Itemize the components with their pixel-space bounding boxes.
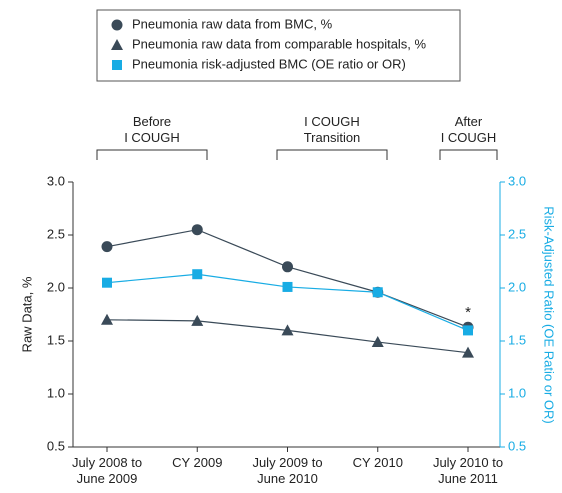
data-point [462,346,474,358]
significance-marker: * [465,304,471,321]
data-point [371,336,384,348]
data-point [281,324,294,336]
y-tick-label: 1.0 [47,385,65,400]
phase-bracket [439,149,498,160]
y-tick-label: 2.0 [47,279,65,294]
y-tick-label: 1.5 [47,332,65,347]
data-point [463,325,473,336]
legend-marker [111,19,123,31]
y2-tick-label: 2.0 [508,279,526,294]
y2-tick-label: 0.5 [508,438,526,453]
y2-tick-label: 3.0 [508,173,526,188]
legend-box [96,9,461,82]
data-point [192,269,203,280]
data-point [191,314,204,326]
data-point [101,241,113,253]
y2-tick-label: 2.5 [508,226,526,241]
y2-tick-label: 1.5 [508,332,526,347]
y2-axis-label: Risk-Adjusted Ratio (OE Ratio or OR) [542,206,557,423]
phase-label: After I COUGH [440,114,497,145]
y2-tick-label: 1.0 [508,385,526,400]
y-axis-label: Raw Data, % [19,276,34,352]
y-tick-label: 2.5 [47,226,65,241]
legend-label: Pneumonia raw data from BMC, % [132,16,333,31]
y-tick-label: 0.5 [47,438,65,453]
x-tick-label: CY 2009 [172,455,223,470]
phase-label: Before I COUGH [124,114,180,145]
y-tick-label: 3.0 [47,173,65,188]
series-line [106,229,469,328]
legend-marker [112,60,122,70]
legend-label: Pneumonia raw data from comparable hospi… [132,36,427,51]
x-tick-label: July 2008 to June 2009 [71,455,143,486]
legend-label: Pneumonia risk-adjusted BMC (OE ratio or… [132,56,406,71]
x-tick-label: July 2009 to June 2010 [252,455,323,486]
legend-marker [111,39,123,50]
x-tick-label: July 2010 to June 2011 [432,455,504,486]
phase-bracket [96,149,208,160]
data-point [372,287,383,298]
data-point [191,224,203,236]
phase-bracket [276,149,388,160]
data-point [282,261,293,273]
data-point [102,277,112,288]
data-point [282,281,293,292]
phase-label: I COUGH Transition [303,114,361,145]
x-tick-label: CY 2010 [352,455,403,470]
data-point [101,313,113,325]
